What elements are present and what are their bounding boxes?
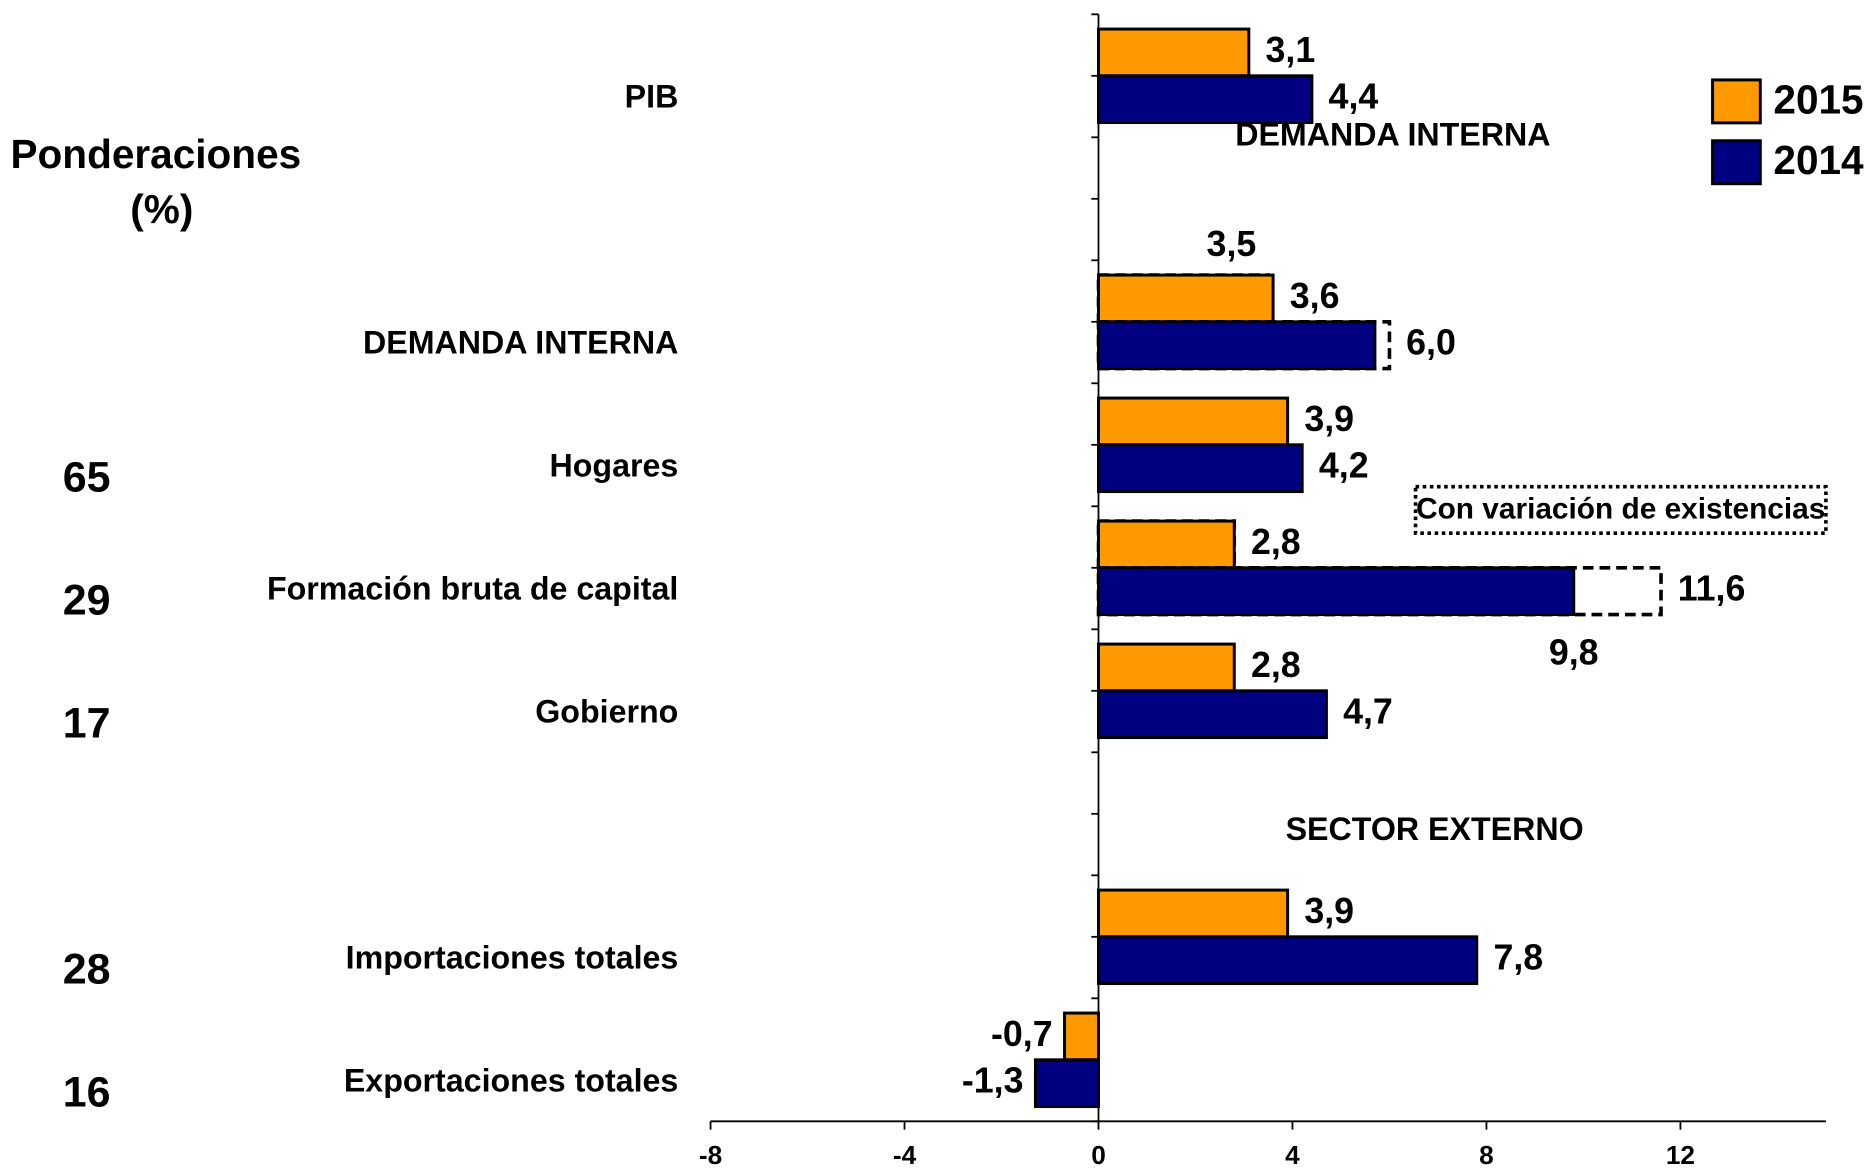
value-label: 4,2 [1319,446,1369,486]
dashed-legend-box [1413,484,1828,536]
bar [1097,689,1328,740]
weight-label: 65 [63,453,111,501]
bar [1097,566,1576,617]
value-label: -0,7 [991,1014,1053,1054]
legend-swatch [1711,139,1762,186]
category-label: Importaciones totales [346,940,679,976]
bar [1097,320,1377,371]
value-label: 3,1 [1266,30,1316,70]
legend-swatch [1711,78,1762,125]
annotation: SECTOR EXTERNO [1286,811,1584,847]
legend-label: 2015 [1773,76,1863,122]
weight-label: 17 [63,699,111,747]
dashed-value-label: 3,5 [1207,224,1257,264]
value-label: 2,8 [1251,645,1301,685]
weight-label: 29 [63,576,111,624]
bar [1097,642,1236,693]
weights-title: (%) [130,186,193,232]
x-tick-label: 4 [1285,1140,1300,1170]
category-label: Hogares [550,448,679,484]
bar [1063,1011,1100,1062]
legend-label: 2014 [1773,137,1864,183]
category-label: Formación bruta de capital [267,571,678,607]
dashed-value-label: 11,6 [1678,569,1746,609]
dashed-legend-label: Con variación de existencias [1416,492,1825,525]
x-tick-label: -8 [699,1140,722,1170]
category-label: Gobierno [535,694,678,730]
dashed-value-label: 6,0 [1406,323,1456,363]
bar [1097,935,1479,986]
value-label: 3,9 [1304,399,1354,439]
bar [1097,888,1290,939]
category-label: DEMANDA INTERNA [363,325,678,361]
bar [1097,273,1275,324]
x-tick-label: -4 [893,1140,917,1170]
weights-title: Ponderaciones [11,131,302,177]
category-label: PIB [625,79,679,115]
category-label: Exportaciones totales [344,1063,679,1099]
bar [1097,74,1314,125]
bar [1097,443,1304,494]
bar [1097,27,1251,78]
bar [1097,519,1236,570]
x-tick-label: 12 [1666,1140,1695,1170]
weight-label: 28 [63,945,111,993]
x-tick-label: 0 [1091,1140,1106,1170]
weight-label: 16 [63,1068,111,1116]
bar [1033,1058,1100,1109]
value-label: 4,4 [1329,77,1379,117]
x-tick-label: 8 [1479,1140,1494,1170]
bar [1097,396,1290,447]
value-label: 2,8 [1251,522,1301,562]
value-label: 3,6 [1290,276,1340,316]
value-label: 9,8 [1549,633,1599,673]
value-label: -1,3 [962,1061,1024,1101]
value-label: 4,7 [1343,692,1393,732]
value-label: 3,9 [1304,891,1354,931]
value-label: 7,8 [1493,938,1543,978]
